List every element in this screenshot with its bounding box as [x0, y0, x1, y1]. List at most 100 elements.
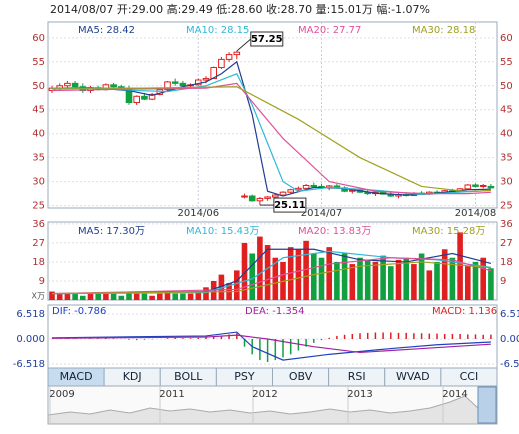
y-tick-label-left: 25: [32, 201, 45, 212]
y-tick-label-left: -6.518: [13, 359, 45, 370]
candle-body: [464, 184, 472, 190]
volume-bar: [380, 255, 386, 300]
volume-bar: [272, 257, 279, 300]
volume-bar: [341, 253, 348, 300]
y-tick-label-right: 30: [500, 177, 513, 188]
candle-body: [64, 82, 71, 87]
volume-ma-line: [51, 261, 491, 295]
volume-bar: [488, 268, 494, 300]
volume-bar: [372, 261, 379, 300]
tab-label[interactable]: WVAD: [396, 370, 430, 383]
legend-entry: DIF: -0.786: [52, 306, 106, 317]
tab-button[interactable]: [440, 367, 498, 387]
candle-body: [302, 184, 310, 189]
legend-entry: MA10: 15.43万: [186, 226, 259, 237]
y-tick-label-right: -6.518: [500, 359, 519, 370]
candle-body: [287, 189, 294, 193]
overview-year: 2012: [252, 389, 277, 400]
volume-bar: [441, 249, 448, 300]
y-tick-label-right: 18: [500, 257, 513, 268]
y-tick-label-left: 55: [32, 57, 45, 68]
tab-label[interactable]: OBV: [289, 370, 313, 383]
candle-body: [148, 93, 156, 100]
overview-year: 2009: [49, 389, 74, 400]
volume-bar: [195, 291, 202, 300]
candle-body: [210, 67, 217, 80]
volume-bar: [449, 257, 456, 300]
volume-ma-line: [51, 248, 492, 295]
candle-body: [241, 195, 248, 198]
tab-label[interactable]: CCI: [460, 370, 479, 383]
y-tick-label-right: 50: [500, 81, 513, 92]
volume-bar: [326, 247, 332, 300]
y-tick-label-right: 35: [500, 153, 513, 164]
y-tick-label-left: 50: [32, 81, 45, 92]
volume-bar: [164, 291, 171, 300]
volume-bar: [457, 232, 463, 300]
ma-line: [52, 86, 491, 193]
volume-bar: [241, 242, 248, 300]
candle-body: [279, 191, 287, 196]
volume-bar: [110, 293, 117, 300]
y-tick-label-right: 36: [500, 219, 513, 230]
tab-label[interactable]: RSI: [348, 370, 366, 383]
volume-bar: [249, 253, 255, 300]
candle-body: [479, 184, 487, 187]
candle-body: [164, 81, 171, 91]
overview-year: 2011: [159, 389, 184, 400]
y-tick-label-left: 60: [32, 33, 45, 44]
overview-handle[interactable]: [477, 386, 497, 424]
tab-label[interactable]: BOLL: [174, 370, 203, 383]
volume-bar: [141, 293, 148, 300]
macd-line: [51, 331, 491, 361]
tab-label[interactable]: KDJ: [123, 370, 142, 383]
volume-bar: [480, 257, 486, 300]
y-tick-label-left: 0.000: [16, 334, 45, 345]
volume-bar: [126, 291, 132, 300]
candle-body: [141, 95, 148, 100]
candle-body: [272, 194, 279, 198]
y-tick-label-right: 60: [500, 33, 513, 44]
volume-bar: [318, 257, 325, 300]
y-tick-label-left: 9: [39, 276, 45, 287]
volume-bar: [364, 259, 371, 300]
y-tick-label-left: 27: [32, 238, 45, 249]
y-tick-label-right: 55: [500, 57, 513, 68]
annotation-pointer: [236, 38, 252, 52]
candle-body: [248, 195, 256, 202]
y-tick-label-left: 36: [32, 219, 45, 230]
legend-entry: MA10: 28.15: [186, 25, 249, 36]
ma-line: [51, 82, 491, 195]
y-tick-label-right: 27: [500, 238, 513, 249]
volume-bar: [180, 293, 186, 300]
y-tick-label-right: 40: [500, 129, 513, 140]
overview-year: 2013: [347, 389, 372, 400]
y-tick-label-left: 6.518: [16, 309, 45, 320]
volume-unit: X万: [32, 292, 45, 301]
volume-bar: [187, 293, 194, 300]
volume-bar: [349, 264, 356, 300]
volume-ma-line: [51, 257, 492, 295]
y-tick-label-right: 45: [500, 105, 513, 116]
candle-body: [133, 95, 140, 104]
volume-bar: [264, 245, 271, 300]
volume-bar: [434, 261, 440, 300]
volume-bar: [118, 295, 125, 300]
volume-bar: [411, 264, 417, 300]
high-label: 57.25: [251, 34, 283, 45]
tab-label[interactable]: PSY: [234, 370, 255, 383]
low-label: 25.11: [274, 200, 306, 211]
tab-label[interactable]: MACD: [60, 370, 93, 383]
volume-bar: [218, 274, 225, 300]
legend-entry: MA5: 28.42: [78, 25, 135, 36]
volume-bar: [133, 293, 140, 300]
volume-bar: [465, 266, 471, 300]
candle-body: [472, 184, 479, 187]
candle-body: [487, 185, 495, 189]
volume-bar: [388, 266, 394, 300]
volume-bar: [295, 249, 302, 300]
volume-bar: [426, 270, 433, 300]
y-tick-label-right: 0.000: [500, 334, 519, 345]
volume-bar: [334, 261, 340, 300]
